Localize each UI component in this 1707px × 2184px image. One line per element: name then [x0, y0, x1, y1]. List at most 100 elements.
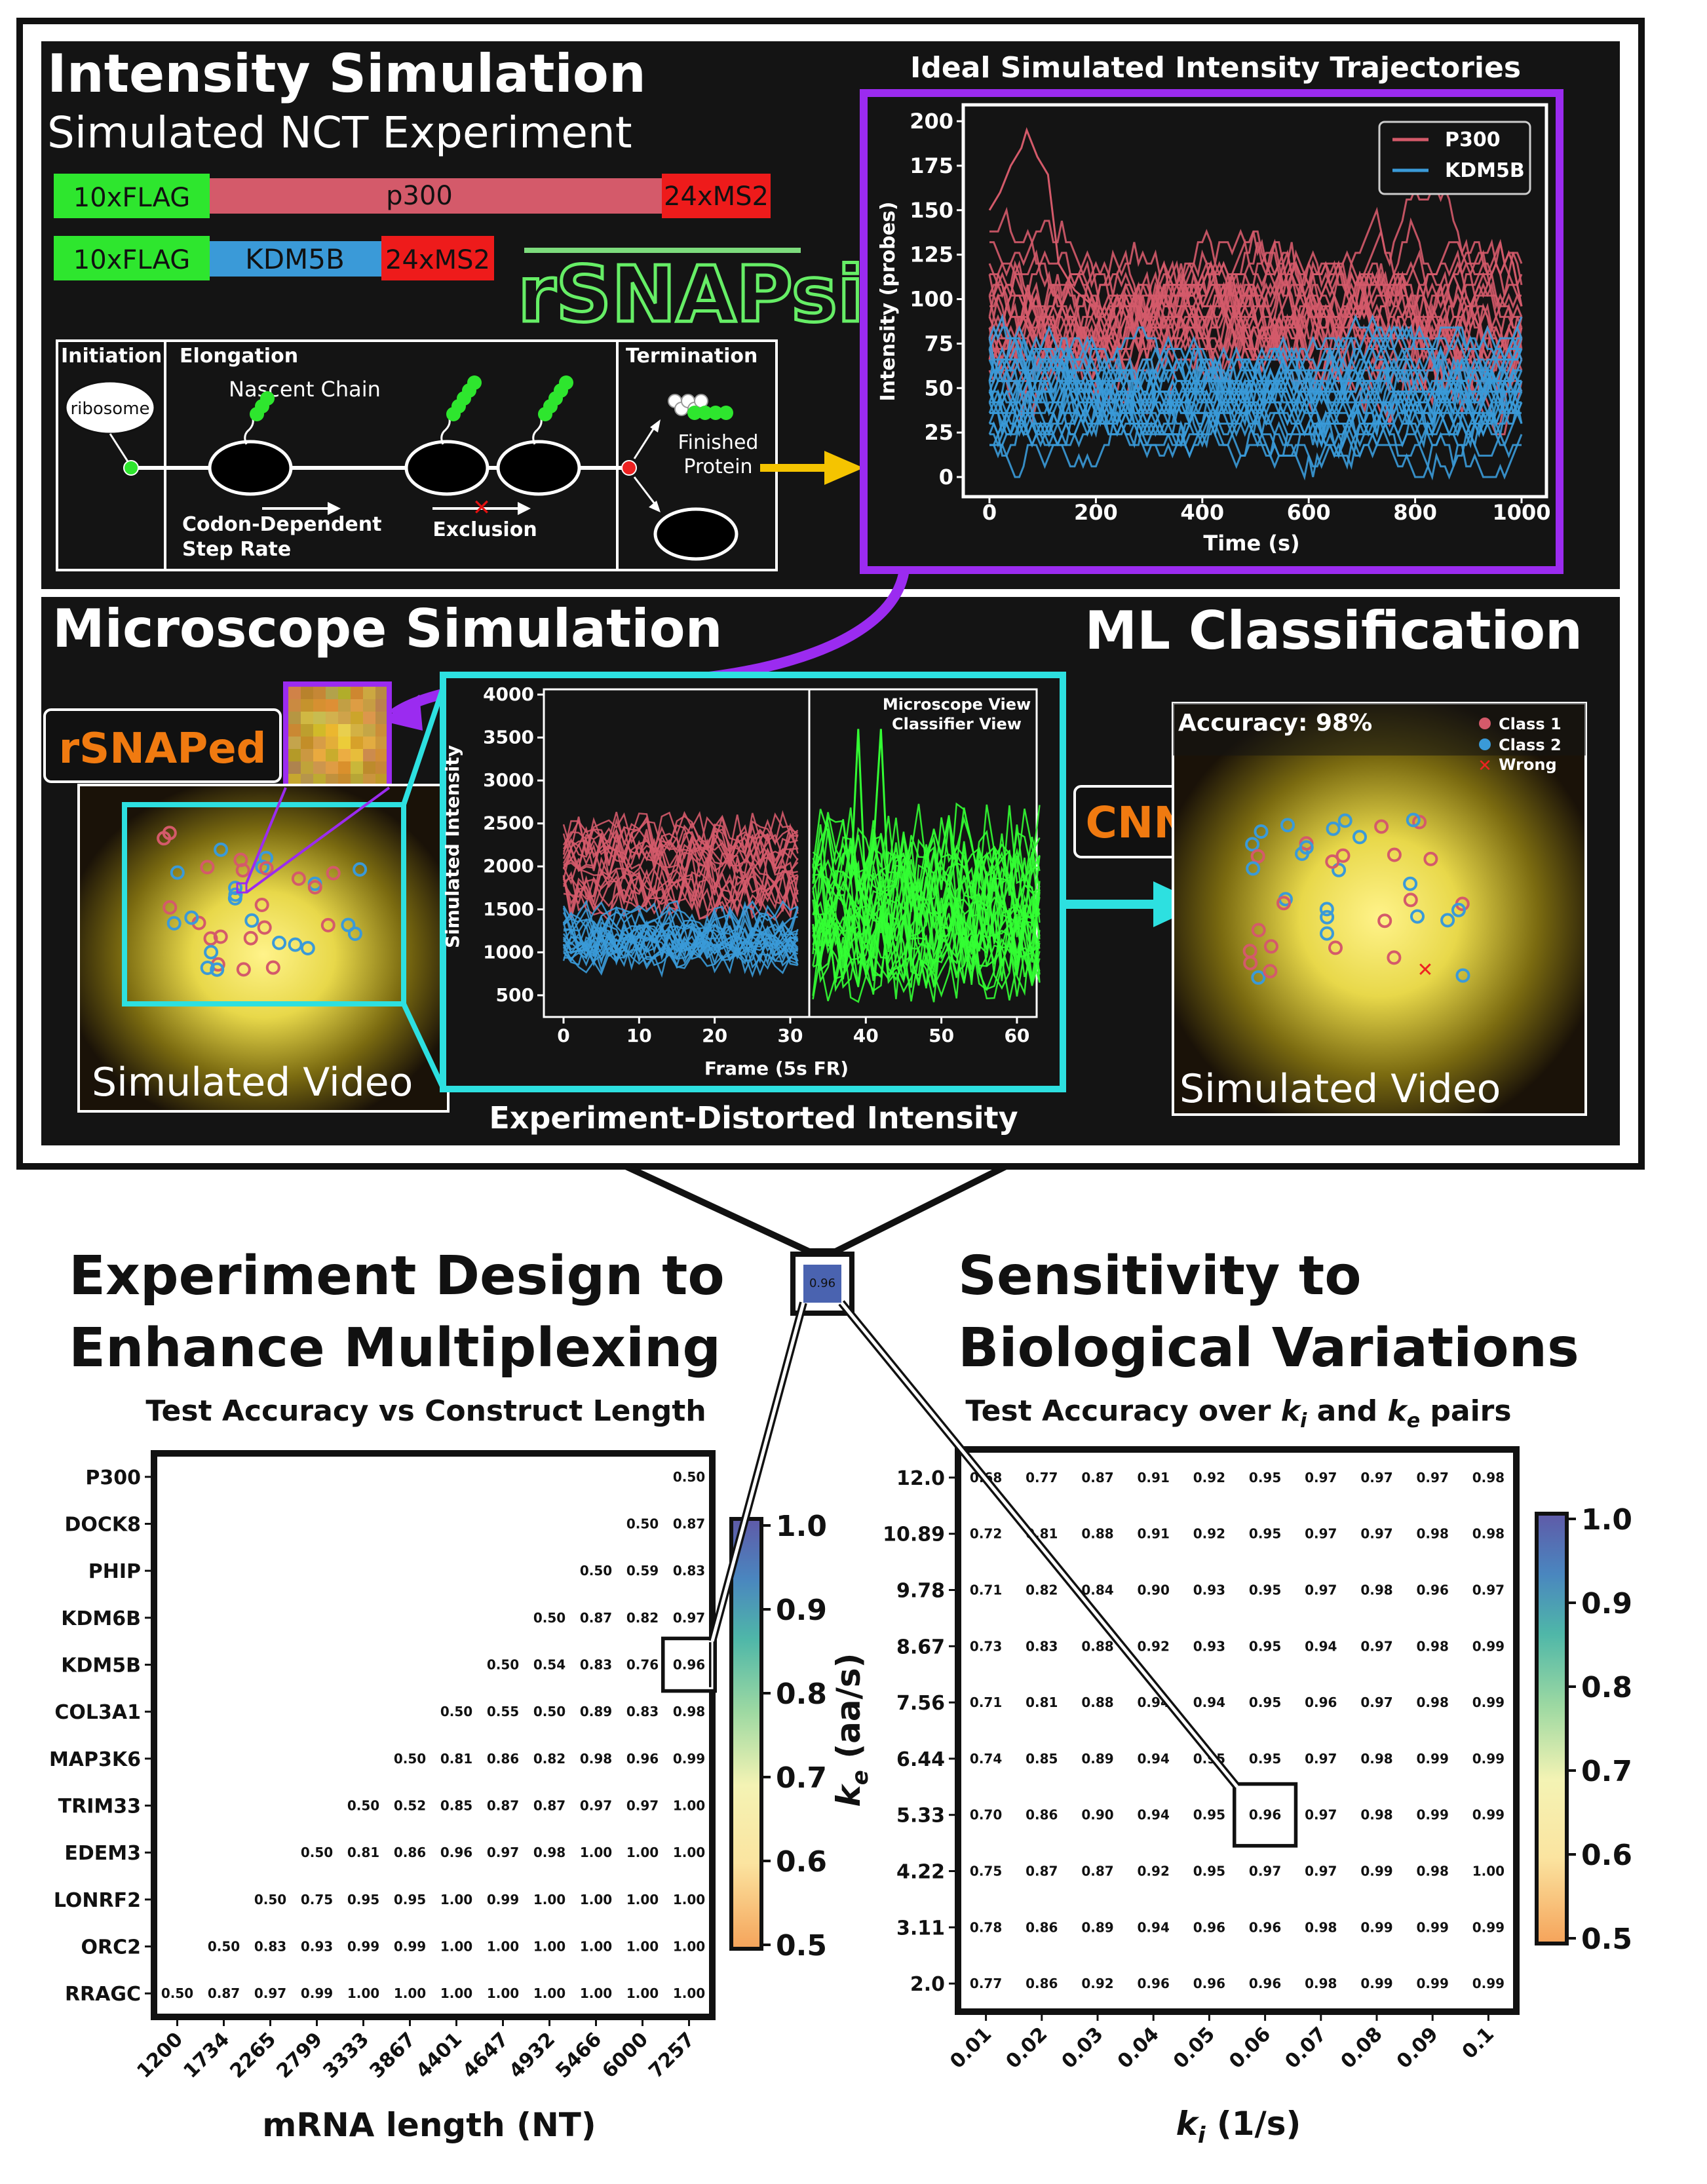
spot-marker	[272, 935, 287, 950]
zoom-cell	[803, 1265, 841, 1303]
pixel	[338, 687, 351, 699]
pixel	[363, 749, 375, 761]
pixel	[351, 761, 363, 774]
heatmap-row-label: 9.78	[896, 1580, 945, 1603]
traj-series	[988, 127, 1523, 481]
heatmap-col-label: 3333	[318, 2028, 374, 2083]
heatmap-cell-value: 0.50	[533, 1704, 566, 1719]
spot-marker	[166, 916, 182, 930]
heatmap-col-label: 5466	[551, 2028, 606, 2083]
pixel	[313, 724, 326, 737]
heatmap-row-label: DOCK8	[64, 1514, 141, 1537]
mid-ticks: 0 10 20 30 40 50 60 500 1000 1500 2000 2500 3000 3500…	[483, 683, 1029, 1046]
bl-colorbar	[729, 1517, 763, 1951]
heatmap-cell-value: 1.00	[533, 1939, 566, 1955]
heatmap-cell-value: 0.83	[580, 1657, 612, 1673]
heatmap-cell-value: 0.83	[626, 1704, 659, 1719]
rate-sensitivity-heatmap: 0.680.770.870.910.920.950.970.970.970.98…	[883, 1446, 1520, 2073]
heatmap-cell-value: 0.87	[533, 1798, 566, 1814]
wrong-x-icon: ✕	[1417, 959, 1433, 982]
pixel	[338, 761, 351, 774]
heatmap-row-label: 7.56	[896, 1692, 945, 1715]
heatmap-cell-value: 0.99	[1472, 1976, 1505, 1991]
flag-probe-icon	[708, 406, 723, 420]
traj-ytick: 125	[910, 242, 953, 267]
heatmap-cell-value: 0.99	[1417, 1919, 1449, 1935]
pixel	[326, 724, 338, 737]
colorbar-tick: 0.9	[1581, 1587, 1632, 1620]
spots-left	[157, 826, 368, 977]
heatmap-cell-value: 0.99	[1472, 1919, 1505, 1935]
pixel	[313, 761, 326, 774]
heatmap-cell-value: 0.99	[1472, 1751, 1505, 1767]
heatmap-cell-value: 0.97	[254, 1985, 286, 2001]
spot-marker	[347, 927, 362, 941]
pixel	[363, 712, 375, 724]
mid-line	[812, 881, 1041, 965]
heatmap-cell-value: 0.99	[301, 1985, 333, 2001]
flag-probe-icon	[698, 406, 712, 420]
spot-marker	[1440, 913, 1455, 928]
mid-ylabel: Simulated Intensity	[442, 745, 463, 948]
heatmap-cell-value: 0.99	[487, 1892, 519, 1907]
spot-marker	[291, 871, 306, 886]
rsnaped-badge	[43, 708, 282, 783]
colorbar-tick: 0.6	[1581, 1839, 1632, 1872]
heatmap-cell-value: 0.97	[1360, 1695, 1392, 1710]
flag-probe-icon	[559, 375, 573, 390]
heatmap-cell-value: 0.88	[1081, 1526, 1113, 1542]
heatmap-cell-value: 0.97	[487, 1845, 519, 1860]
traj-legend: P300 KDM5B	[1378, 121, 1531, 195]
heatmap-cell-value: 0.92	[1193, 1526, 1225, 1542]
heatmap-cell-value: 0.52	[394, 1798, 426, 1814]
heatmap-cell-value: 0.87	[208, 1985, 240, 2001]
br-title-2: Biological Variations	[958, 1317, 1579, 1379]
spot-marker	[184, 910, 199, 925]
spot-marker	[235, 863, 250, 878]
pixel	[351, 712, 363, 724]
heatmap-cell-value: 0.88	[1081, 1638, 1113, 1654]
protein-label: Protein	[683, 455, 752, 478]
heatmap-cell-value: 1.00	[580, 1845, 612, 1860]
heatmap-cell-value: 0.87	[1026, 1864, 1058, 1879]
mid-ytick: 500	[496, 984, 534, 1006]
heatmap-cell-value: 0.55	[487, 1704, 519, 1719]
heatmap-cell-value: 0.95	[1193, 1807, 1225, 1823]
ribosome-label: ribosome	[70, 399, 149, 419]
heatmap-cell-value: 0.98	[1417, 1638, 1449, 1654]
heatmap-cell-value: 0.97	[1305, 1526, 1337, 1542]
heatmap-cell-value: 1.00	[440, 1939, 472, 1955]
heatmap-cell-value: 0.77	[970, 1976, 1002, 1991]
traj-line	[989, 249, 1523, 374]
spot-marker	[1251, 970, 1266, 985]
colorbar-tick: 0.6	[776, 1845, 827, 1879]
spot-marker	[1325, 854, 1340, 869]
spot-marker	[1403, 892, 1418, 908]
traj-xtick: 600	[1287, 500, 1331, 525]
heatmap-col-label: 2265	[225, 2028, 280, 2083]
heatmap-cell-value: 0.98	[1472, 1526, 1505, 1542]
pixel	[375, 699, 388, 712]
heatmap-cell-value: 1.00	[487, 1939, 519, 1955]
heatmap-cell-value: 0.50	[394, 1751, 426, 1767]
pixel	[326, 737, 338, 749]
heatmap-cell-value: 0.97	[1305, 1864, 1337, 1879]
heatmap-cell-value: 0.99	[394, 1939, 426, 1955]
heatmap-cell-value: 0.87	[673, 1516, 705, 1532]
heatmap-cell-value: 0.99	[1472, 1638, 1505, 1654]
br-colorbar	[1535, 1512, 1569, 1945]
heatmap-col-label: 0.1	[1458, 2023, 1499, 2063]
spot-marker	[1319, 902, 1334, 917]
microscope-title: Microscope Simulation	[52, 598, 723, 659]
ribosome-icon	[208, 440, 293, 496]
bl-title-2: Enhance Multiplexing	[69, 1317, 721, 1379]
spot-marker	[1326, 821, 1341, 836]
mid-xtick: 30	[777, 1025, 803, 1046]
pixel	[288, 749, 301, 761]
pixel	[351, 749, 363, 761]
class2-label: Class 2	[1499, 736, 1562, 754]
spot-marker	[1328, 940, 1343, 955]
heatmap-cell-value: 1.00	[440, 1892, 472, 1907]
rsnaped-label: rSNAPed	[59, 725, 267, 773]
heatmap-cell-value: 0.93	[1193, 1582, 1225, 1598]
